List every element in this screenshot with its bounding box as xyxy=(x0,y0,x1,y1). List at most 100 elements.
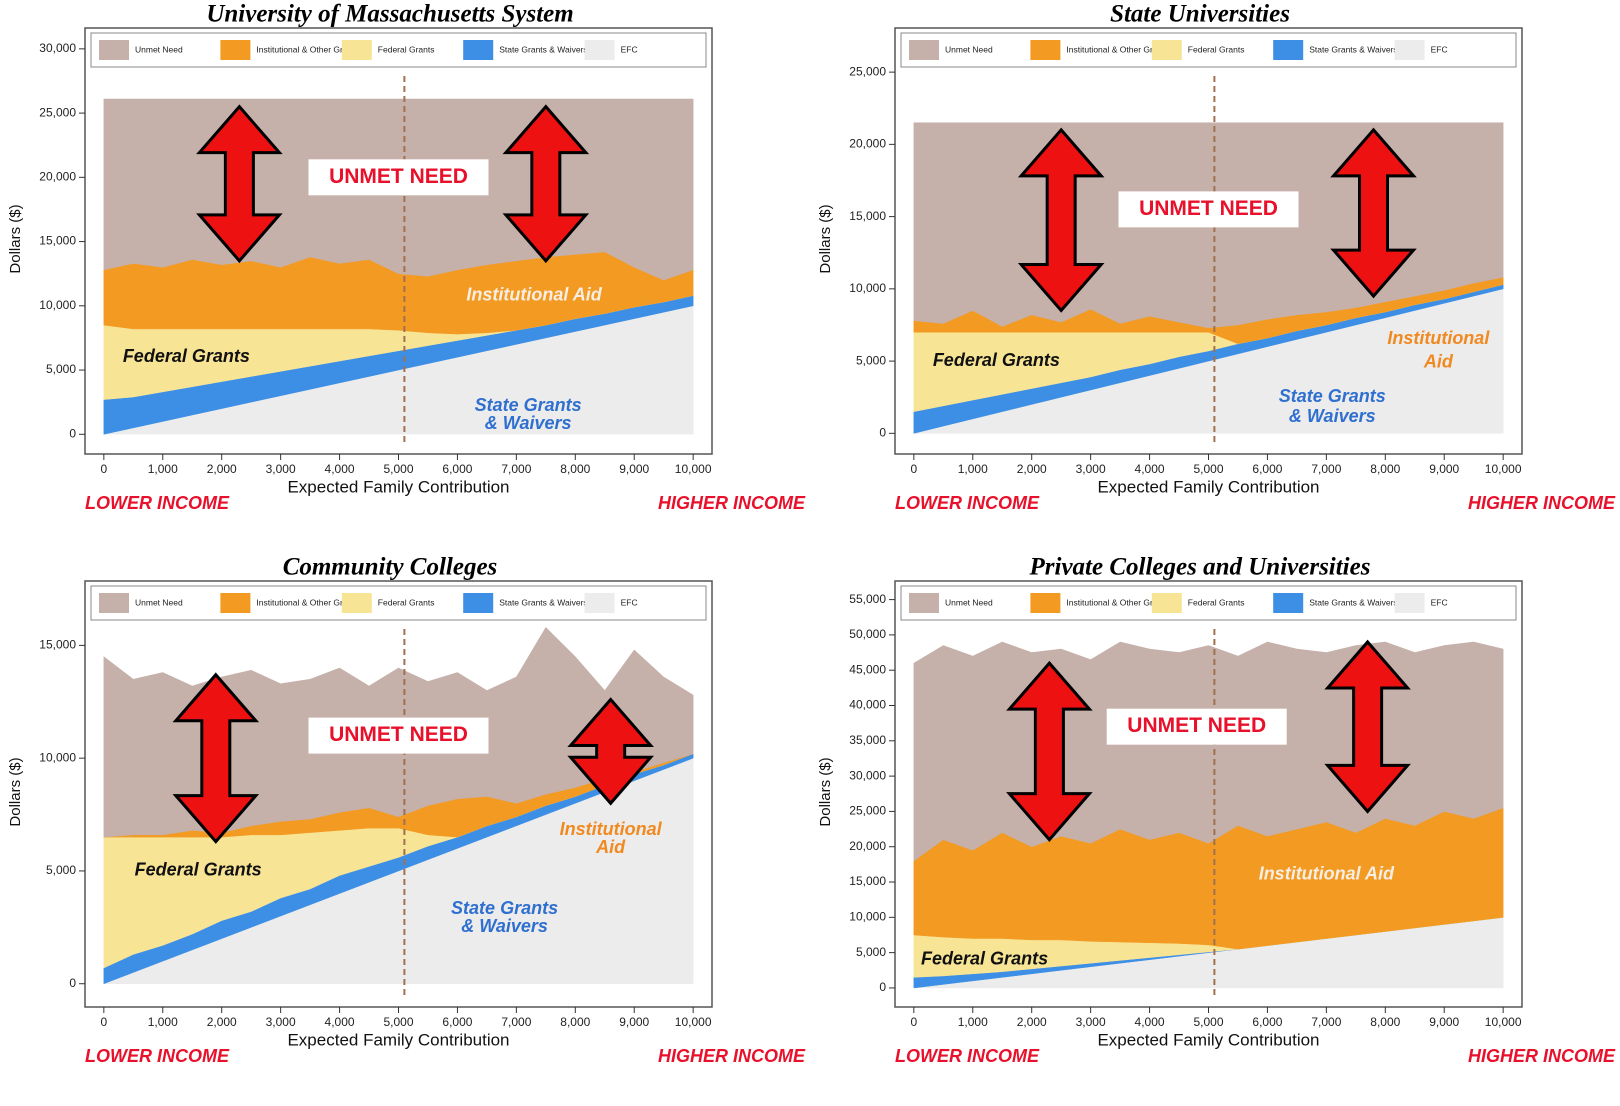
y-tick-label: 25,000 xyxy=(849,804,886,818)
x-tick-label: 8,000 xyxy=(1370,1015,1400,1029)
chart-panel: University of Massachusetts System UNMET … xyxy=(7,1,806,513)
legend-label: Unmet Need xyxy=(135,44,183,54)
arrow-icon xyxy=(1330,127,1417,299)
annotation: Institutional xyxy=(1387,328,1490,348)
legend-label: State Grants & Waivers xyxy=(1309,44,1398,54)
legend-label: State Grants & Waivers xyxy=(1309,597,1398,607)
legend-label: EFC xyxy=(621,597,638,607)
annotation: & Waivers xyxy=(461,916,548,936)
x-tick-label: 6,000 xyxy=(1252,1015,1282,1029)
y-tick-label: 10,000 xyxy=(39,750,76,764)
x-tick-label: 0 xyxy=(100,1015,107,1029)
legend-swatch xyxy=(220,593,251,613)
x-tick-label: 7,000 xyxy=(501,1015,531,1029)
x-axis-title: Expected Family Contribution xyxy=(287,477,509,496)
annotation: Aid xyxy=(1423,351,1454,371)
legend-swatch xyxy=(220,40,251,60)
x-tick-label: 2,000 xyxy=(207,462,237,476)
annotation: UNMET NEED xyxy=(1127,714,1266,737)
legend-swatch xyxy=(1273,40,1304,60)
y-tick-label: 0 xyxy=(879,426,886,440)
x-tick-label: 6,000 xyxy=(442,1015,472,1029)
y-tick-label: 40,000 xyxy=(849,698,886,712)
legend-swatch xyxy=(1030,40,1061,60)
legend-swatch xyxy=(99,593,129,613)
chart-title: Private Colleges and Universities xyxy=(1029,554,1371,581)
y-tick-label: 10,000 xyxy=(849,910,886,924)
income-label: LOWER INCOME xyxy=(85,1046,230,1066)
x-tick-label: 10,000 xyxy=(675,1015,712,1029)
annotation: Federal Grants xyxy=(135,860,262,880)
chart-panel: Private Colleges and Universities UNMET N… xyxy=(817,554,1616,1066)
legend: Unmet Need Institutional & Other Grants Fe… xyxy=(90,32,707,68)
y-tick-label: 0 xyxy=(69,976,76,990)
annotation: Institutional xyxy=(560,819,663,839)
y-tick-label: 10,000 xyxy=(39,298,76,312)
y-tick-label: 15,000 xyxy=(849,874,886,888)
chart-panel: State Universities UNMET NEED Institutiona… xyxy=(817,1,1616,513)
legend-label: Federal Grants xyxy=(378,597,435,607)
label-box xyxy=(1106,708,1287,745)
y-tick-label: 0 xyxy=(879,980,886,994)
legend-swatch xyxy=(1394,40,1425,60)
x-tick-label: 9,000 xyxy=(619,1015,649,1029)
x-tick-label: 9,000 xyxy=(1429,1015,1459,1029)
income-label: LOWER INCOME xyxy=(895,1046,1040,1066)
legend-swatch xyxy=(909,40,939,60)
y-tick-label: 20,000 xyxy=(849,839,886,853)
y-tick-label: 10,000 xyxy=(849,281,886,295)
y-tick-label: 20,000 xyxy=(849,137,886,151)
label-box xyxy=(1118,191,1299,228)
legend-swatch xyxy=(99,40,129,60)
x-tick-label: 2,000 xyxy=(207,1015,237,1029)
legend-swatch xyxy=(463,40,494,60)
x-tick-label: 4,000 xyxy=(325,1015,355,1029)
chart-title: State Universities xyxy=(1110,1,1290,28)
legend-label: Institutional & Other Grants xyxy=(256,597,359,607)
y-axis-title: Dollars ($) xyxy=(817,204,834,273)
annotation: Federal Grants xyxy=(933,350,1060,370)
y-tick-label: 15,000 xyxy=(39,638,76,652)
annotation: & Waivers xyxy=(1289,406,1376,426)
annotation: Federal Grants xyxy=(123,346,250,366)
legend-swatch xyxy=(1273,593,1304,613)
legend-swatch xyxy=(1151,40,1182,60)
y-tick-label: 25,000 xyxy=(39,105,76,119)
legend: Unmet Need Institutional & Other Grants Fe… xyxy=(90,585,707,621)
x-tick-label: 0 xyxy=(910,462,917,476)
x-tick-label: 8,000 xyxy=(560,1015,590,1029)
y-tick-label: 45,000 xyxy=(849,662,886,676)
x-tick-label: 10,000 xyxy=(675,462,712,476)
x-tick-label: 10,000 xyxy=(1485,1015,1522,1029)
x-tick-label: 5,000 xyxy=(383,462,413,476)
legend-swatch xyxy=(584,593,615,613)
x-tick-label: 9,000 xyxy=(619,462,649,476)
income-label: HIGHER INCOME xyxy=(1468,1046,1616,1066)
income-label: LOWER INCOME xyxy=(895,493,1040,513)
legend-label: Unmet Need xyxy=(135,597,183,607)
x-tick-label: 9,000 xyxy=(1429,462,1459,476)
x-tick-label: 7,000 xyxy=(1311,1015,1341,1029)
legend-label: Federal Grants xyxy=(1188,44,1245,54)
x-tick-label: 4,000 xyxy=(1135,462,1165,476)
annotation: Institutional Aid xyxy=(466,284,602,304)
income-label: HIGHER INCOME xyxy=(658,1046,806,1066)
x-tick-label: 1,000 xyxy=(958,1015,988,1029)
legend-swatch xyxy=(341,593,372,613)
x-tick-label: 1,000 xyxy=(958,462,988,476)
legend-swatch xyxy=(584,40,615,60)
x-tick-label: 3,000 xyxy=(1076,1015,1106,1029)
x-tick-label: 4,000 xyxy=(325,462,355,476)
x-tick-label: 1,000 xyxy=(148,1015,178,1029)
legend-label: Unmet Need xyxy=(945,597,993,607)
legend-swatch xyxy=(1394,593,1425,613)
arrow-icon xyxy=(196,104,283,264)
x-tick-label: 10,000 xyxy=(1485,462,1522,476)
y-axis-title: Dollars ($) xyxy=(7,204,24,273)
x-tick-label: 7,000 xyxy=(501,462,531,476)
y-tick-label: 30,000 xyxy=(39,41,76,55)
y-tick-label: 5,000 xyxy=(46,362,76,376)
arrow-icon xyxy=(567,697,654,806)
x-tick-label: 6,000 xyxy=(1252,462,1282,476)
